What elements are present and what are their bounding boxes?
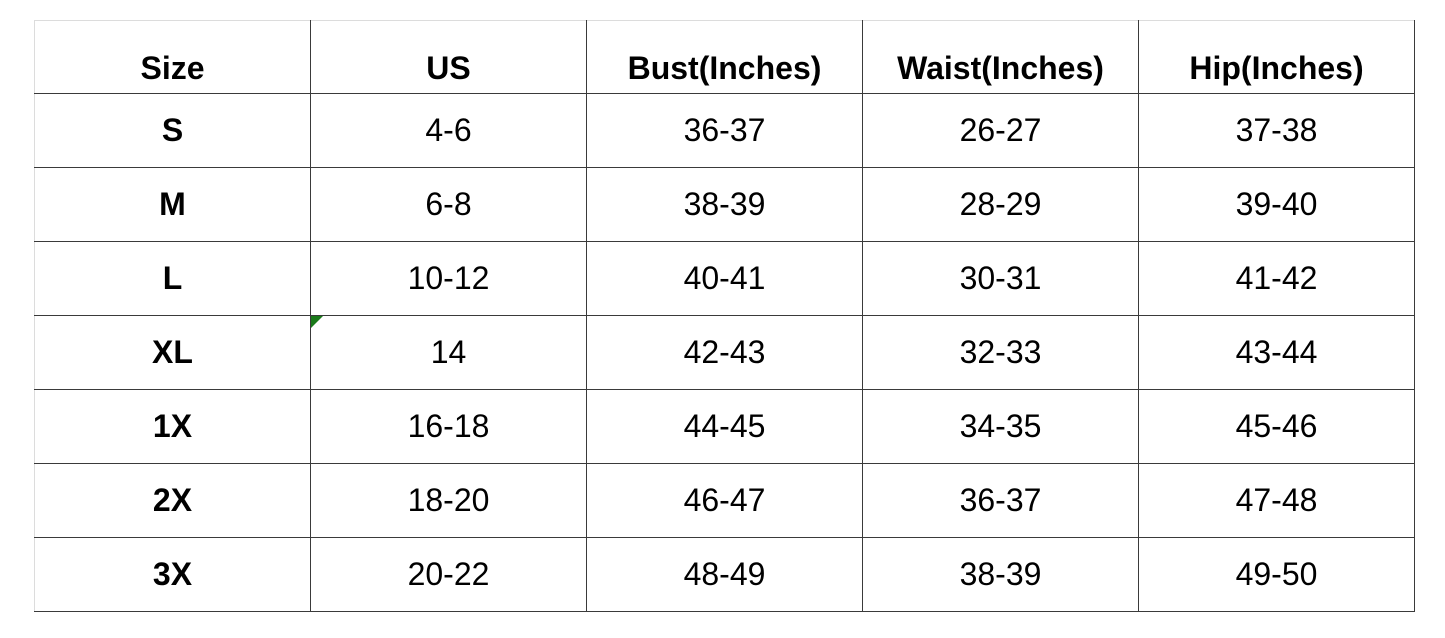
cell-us: 4-6 bbox=[310, 93, 587, 168]
cell-waist: 30-31 bbox=[862, 241, 1139, 316]
cell-hip: 49-50 bbox=[1138, 537, 1415, 612]
cell-hip: 45-46 bbox=[1138, 389, 1415, 464]
table-row: XL 14 42-43 32-33 43-44 bbox=[34, 315, 1415, 390]
cell-size: 1X bbox=[34, 389, 311, 464]
cell-error-marker-icon bbox=[311, 316, 323, 328]
cell-bust: 46-47 bbox=[586, 463, 863, 538]
cell-bust: 36-37 bbox=[586, 93, 863, 168]
cell-bust: 48-49 bbox=[586, 537, 863, 612]
cell-size: M bbox=[34, 167, 311, 242]
table-row: 3X 20-22 48-49 38-39 49-50 bbox=[34, 537, 1415, 612]
header-bust: Bust(Inches) bbox=[586, 20, 863, 94]
cell-text: 14 bbox=[430, 334, 467, 370]
table-row: M 6-8 38-39 28-29 39-40 bbox=[34, 167, 1415, 242]
table-row: S 4-6 36-37 26-27 37-38 bbox=[34, 93, 1415, 168]
cell-size: 3X bbox=[34, 537, 311, 612]
cell-size: L bbox=[34, 241, 311, 316]
cell-hip: 43-44 bbox=[1138, 315, 1415, 390]
cell-hip: 47-48 bbox=[1138, 463, 1415, 538]
header-waist: Waist(Inches) bbox=[862, 20, 1139, 94]
cell-bust: 44-45 bbox=[586, 389, 863, 464]
header-row: Size US Bust(Inches) Waist(Inches) Hip(I… bbox=[34, 20, 1415, 94]
cell-waist: 28-29 bbox=[862, 167, 1139, 242]
cell-waist: 34-35 bbox=[862, 389, 1139, 464]
cell-bust: 38-39 bbox=[586, 167, 863, 242]
size-chart-table: Size US Bust(Inches) Waist(Inches) Hip(I… bbox=[34, 20, 1415, 612]
cell-us: 20-22 bbox=[310, 537, 587, 612]
table-row: L 10-12 40-41 30-31 41-42 bbox=[34, 241, 1415, 316]
table-row: 2X 18-20 46-47 36-37 47-48 bbox=[34, 463, 1415, 538]
cell-size: 2X bbox=[34, 463, 311, 538]
cell-size: XL bbox=[34, 315, 311, 390]
table-row: 1X 16-18 44-45 34-35 45-46 bbox=[34, 389, 1415, 464]
cell-us: 6-8 bbox=[310, 167, 587, 242]
cell-hip: 41-42 bbox=[1138, 241, 1415, 316]
cell-bust: 40-41 bbox=[586, 241, 863, 316]
cell-us: 10-12 bbox=[310, 241, 587, 316]
cell-hip: 37-38 bbox=[1138, 93, 1415, 168]
cell-waist: 36-37 bbox=[862, 463, 1139, 538]
header-us: US bbox=[310, 20, 587, 94]
cell-us: 16-18 bbox=[310, 389, 587, 464]
cell-bust: 42-43 bbox=[586, 315, 863, 390]
cell-size: S bbox=[34, 93, 311, 168]
cell-waist: 32-33 bbox=[862, 315, 1139, 390]
cell-us: 14 bbox=[310, 315, 587, 390]
header-hip: Hip(Inches) bbox=[1138, 20, 1415, 94]
header-size: Size bbox=[34, 20, 311, 94]
cell-waist: 38-39 bbox=[862, 537, 1139, 612]
cell-us: 18-20 bbox=[310, 463, 587, 538]
cell-waist: 26-27 bbox=[862, 93, 1139, 168]
cell-hip: 39-40 bbox=[1138, 167, 1415, 242]
